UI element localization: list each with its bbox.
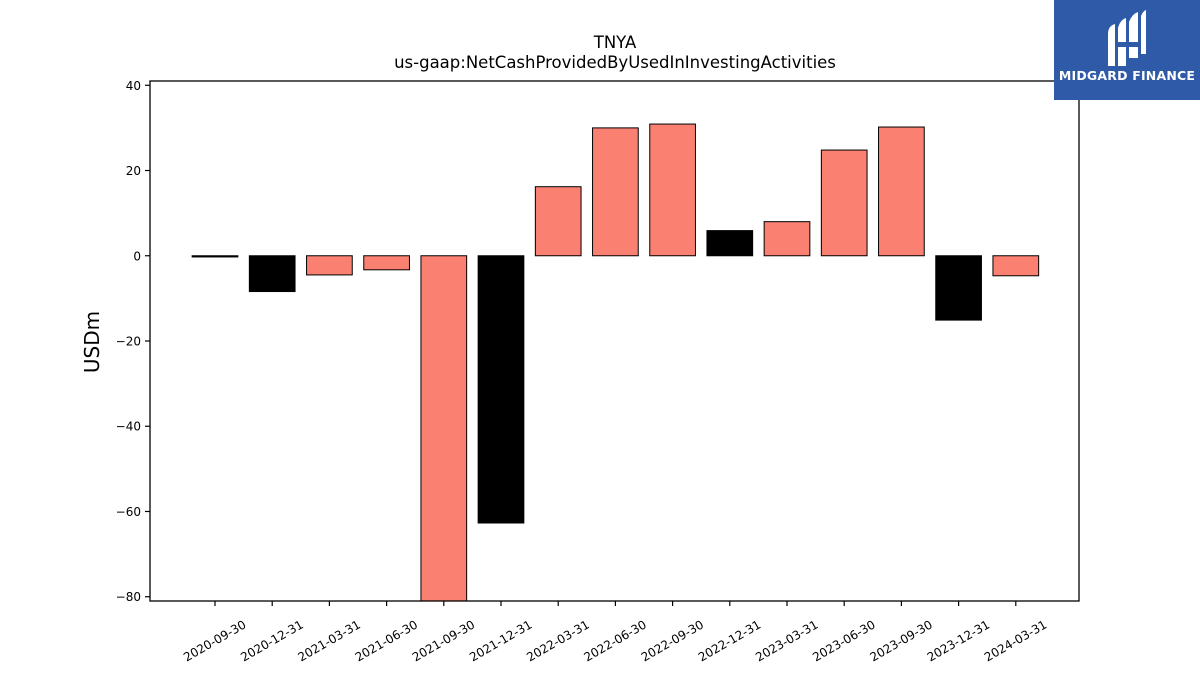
x-tick-label: 2021-09-30 xyxy=(410,617,477,664)
bar-2022-06-30 xyxy=(592,127,639,257)
bar-2021-12-31 xyxy=(477,255,525,524)
bar-2022-09-30 xyxy=(649,123,696,257)
bar-2023-06-30 xyxy=(820,149,868,257)
y-tick-label: −80 xyxy=(116,590,141,604)
bar-2022-12-31 xyxy=(706,230,754,257)
x-tick-label: 2020-12-31 xyxy=(238,617,305,664)
y-tick-label: 40 xyxy=(126,79,141,93)
bar-2022-03-31 xyxy=(534,186,582,257)
plot-frame xyxy=(149,80,1080,602)
bar-2023-09-30 xyxy=(878,126,925,257)
bar-2023-03-31 xyxy=(763,221,811,257)
bar-2021-03-31 xyxy=(306,255,353,276)
bar-2020-12-31 xyxy=(248,255,296,293)
x-tick-label: 2022-06-30 xyxy=(581,617,648,664)
x-tick-label: 2023-06-30 xyxy=(810,617,877,664)
x-tick-label: 2022-03-31 xyxy=(524,617,591,664)
chart-title: TNYA xyxy=(593,33,637,52)
x-tick-label: 2022-09-30 xyxy=(639,617,706,664)
bar-2021-06-30 xyxy=(363,255,410,271)
x-tick-label: 2021-12-31 xyxy=(467,617,534,664)
y-tick-label: 20 xyxy=(126,164,141,178)
y-axis-ticks: 40 20 0 −20 −40 −60 −80 xyxy=(116,79,150,604)
bar-2021-09-30 xyxy=(420,255,468,602)
y-tick-label: −60 xyxy=(116,505,141,519)
bar-2023-12-31 xyxy=(935,255,982,321)
chart-subtitle: us-gaap:NetCashProvidedByUsedInInvesting… xyxy=(394,53,836,72)
brand-name: MIDGARD FINANCE xyxy=(1058,68,1196,83)
x-tick-label: 2022-12-31 xyxy=(696,617,763,664)
x-tick-label: 2023-12-31 xyxy=(925,617,992,664)
x-tick-label: 2023-09-30 xyxy=(867,617,934,664)
midgard-logo-icon xyxy=(1108,10,1146,66)
x-tick-label: 2023-03-31 xyxy=(753,617,820,664)
x-tick-label: 2021-06-30 xyxy=(353,617,420,664)
bar-2024-03-31 xyxy=(992,255,1040,277)
x-tick-label: 2021-03-31 xyxy=(295,617,362,664)
bars-layer xyxy=(191,123,1040,602)
x-tick-label: 2024-03-31 xyxy=(982,617,1049,664)
y-tick-label: −40 xyxy=(116,420,141,434)
y-axis-label: USDm xyxy=(80,311,104,373)
brand-logo: MIDGARD FINANCE xyxy=(1054,0,1200,100)
y-tick-label: −20 xyxy=(116,335,141,349)
x-axis-ticks: 2020-09-302020-12-312021-03-312021-06-30… xyxy=(181,601,1049,664)
x-tick-label: 2020-09-30 xyxy=(181,617,248,664)
bar-2020-09-30 xyxy=(191,255,239,258)
y-tick-label: 0 xyxy=(133,249,141,263)
